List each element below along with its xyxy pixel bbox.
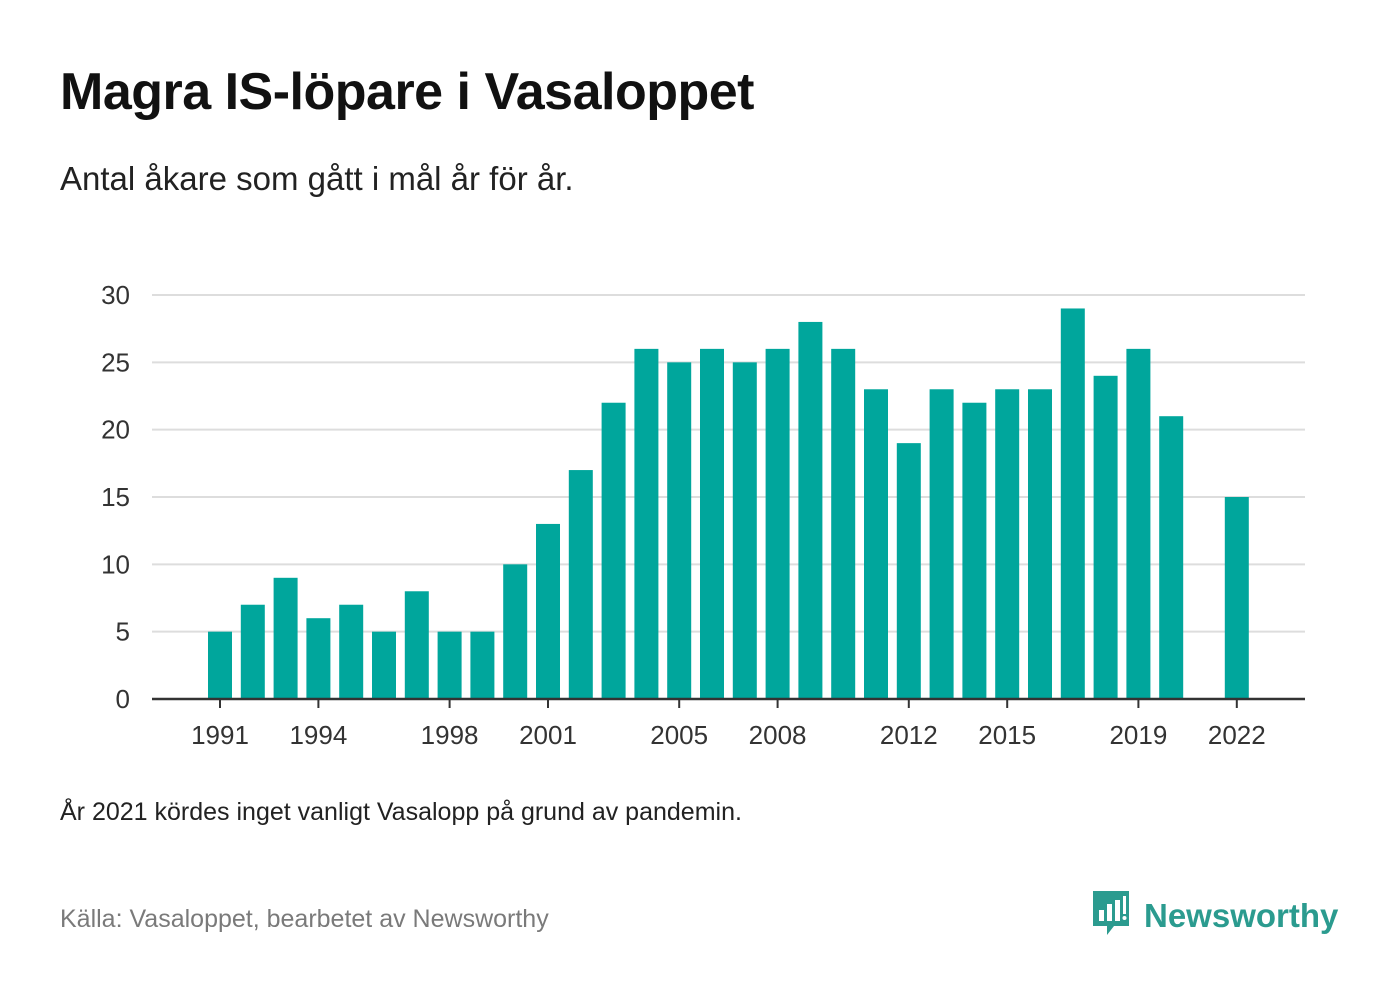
bar-2010: [831, 348, 856, 699]
x-tick-label-1998: 1998: [421, 720, 479, 750]
bar-1998: [437, 631, 462, 699]
bar-2015: [995, 389, 1020, 699]
bar-2016: [1028, 389, 1052, 699]
source-credit: Källa: Vasaloppet, bearbetet av Newswort…: [60, 905, 549, 933]
chart-footnote: År 2021 kördes inget vanligt Vasalopp på…: [60, 798, 742, 826]
y-tick-label-5: 5: [116, 617, 130, 647]
bar-2020: [1159, 416, 1184, 699]
bar-2005: [667, 362, 692, 699]
bar-2008: [765, 348, 790, 699]
bar-2002: [568, 470, 593, 699]
chart-subtitle: Antal åkare som gått i mål år för år.: [60, 160, 574, 197]
x-tick-label-2015: 2015: [978, 720, 1036, 750]
bar-2007: [732, 362, 757, 699]
bar-1997: [404, 591, 429, 699]
x-tick-label-2001: 2001: [519, 720, 577, 750]
chart-title: Magra IS-löpare i Vasaloppet: [60, 63, 755, 121]
x-tick-label-2012: 2012: [880, 720, 938, 750]
bar-2000: [503, 564, 528, 699]
bar-2019: [1126, 348, 1151, 699]
brand-name: Newsworthy: [1144, 896, 1339, 934]
bar-1992: [240, 604, 265, 699]
bar-1996: [372, 631, 396, 699]
x-tick-label-2008: 2008: [749, 720, 807, 750]
newsworthy-logo: Newsworthy: [1090, 888, 1338, 943]
bar-2006: [700, 348, 724, 699]
y-tick-label-15: 15: [101, 482, 130, 512]
y-tick-label-30: 30: [101, 280, 130, 310]
x-tick-label-1991: 1991: [191, 720, 249, 750]
bar-1994: [306, 618, 331, 699]
bar-chart-speech-bubble-icon: [1090, 888, 1132, 943]
y-tick-label-10: 10: [101, 549, 130, 579]
bar-chart: 0 5 10 15 20 25 30 1991 1994 1998 2001 2005 2008 201…: [101, 280, 1305, 750]
bar-1999: [470, 631, 495, 699]
bar-2004: [634, 348, 659, 699]
x-tick-label-2005: 2005: [650, 720, 708, 750]
bar-2001: [536, 523, 560, 699]
bar-2009: [798, 321, 823, 699]
bar-2003: [601, 402, 626, 699]
bar-2013: [929, 389, 954, 699]
bar-2011: [864, 389, 888, 699]
bar-1991: [208, 631, 232, 699]
bar-2014: [962, 402, 987, 699]
bar-2017: [1060, 308, 1085, 699]
x-axis-tick-labels: 1991 1994 1998 2001 2005 2008 2012 2015 2019 2022: [191, 720, 1266, 750]
bar-2022: [1224, 497, 1249, 699]
bar-1993: [273, 577, 298, 699]
y-tick-label-25: 25: [101, 347, 130, 377]
bar-2012: [896, 443, 921, 699]
y-axis-tick-labels: 0 5 10 15 20 25 30: [101, 280, 130, 714]
x-tick-label-2022: 2022: [1208, 720, 1266, 750]
bar-2018: [1093, 375, 1118, 699]
x-axis: [152, 697, 1305, 708]
x-tick-label-1994: 1994: [289, 720, 347, 750]
bar-1995: [339, 604, 364, 699]
x-tick-label-2019: 2019: [1109, 720, 1167, 750]
y-tick-label-20: 20: [101, 415, 130, 445]
bars: [208, 308, 1249, 699]
y-tick-label-0: 0: [116, 684, 130, 714]
